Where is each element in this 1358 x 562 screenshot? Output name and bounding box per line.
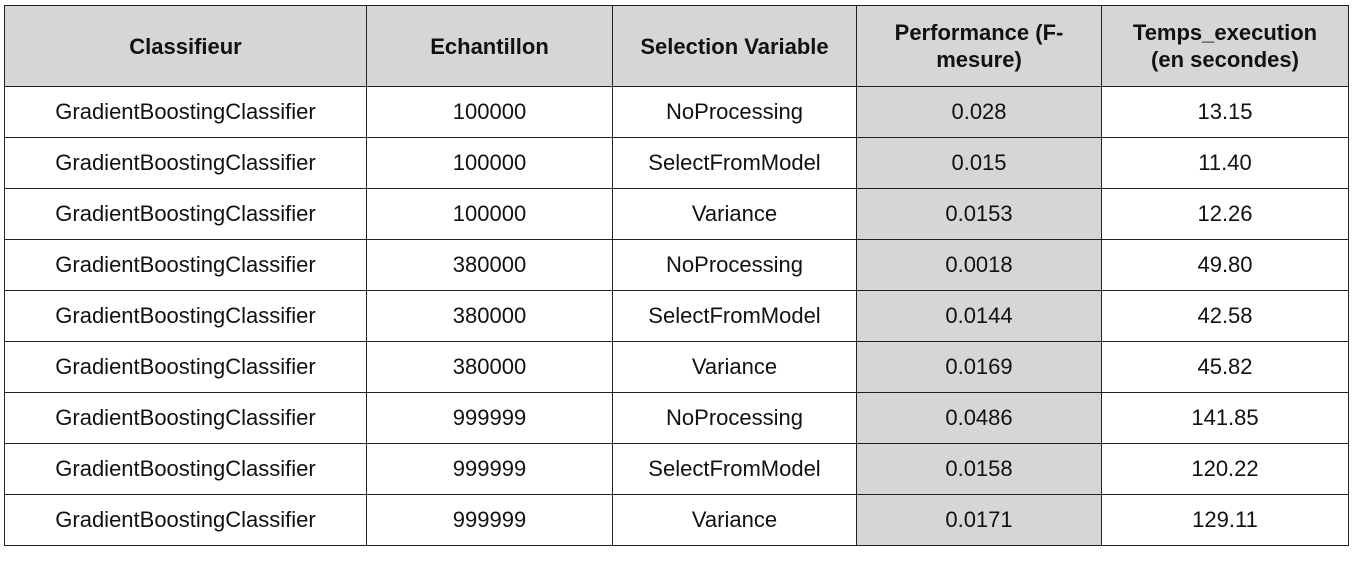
cell-classifieur: GradientBoostingClassifier [4,137,367,189]
table-body: GradientBoostingClassifier 100000 NoProces… [4,86,1349,546]
cell-echantillon: 999999 [366,443,613,495]
cell-selection-variable: SelectFromModel [612,443,857,495]
cell-temps-execution: 12.26 [1101,188,1349,240]
cell-temps-execution: 45.82 [1101,341,1349,393]
header-performance: Performance (F- mesure) [856,5,1102,87]
cell-temps-execution: 11.40 [1101,137,1349,189]
cell-temps-execution: 129.11 [1101,494,1349,546]
table-row: GradientBoostingClassifier 999999 NoProces… [4,392,1349,444]
cell-echantillon: 380000 [366,341,613,393]
cell-echantillon: 999999 [366,392,613,444]
cell-temps-execution: 49.80 [1101,239,1349,291]
header-temps-execution: Temps_execution (en secondes) [1101,5,1349,87]
cell-selection-variable: Variance [612,341,857,393]
cell-temps-execution: 13.15 [1101,86,1349,138]
cell-selection-variable: Variance [612,188,857,240]
cell-selection-variable: SelectFromModel [612,137,857,189]
cell-echantillon: 100000 [366,188,613,240]
cell-performance: 0.0486 [856,392,1102,444]
cell-performance: 0.0169 [856,341,1102,393]
cell-performance: 0.0158 [856,443,1102,495]
header-row: Classifieur Echantillon Selection Variab… [4,5,1349,87]
cell-performance: 0.028 [856,86,1102,138]
table-row: GradientBoostingClassifier 380000 SelectFr… [4,290,1349,342]
cell-performance: 0.015 [856,137,1102,189]
results-table: Classifieur Echantillon Selection Variab… [4,5,1349,546]
cell-performance: 0.0171 [856,494,1102,546]
table-header: Classifieur Echantillon Selection Variab… [4,5,1349,87]
cell-echantillon: 100000 [366,86,613,138]
cell-classifieur: GradientBoostingClassifier [4,239,367,291]
table-row: GradientBoostingClassifier 100000 Variance… [4,188,1349,240]
table-row: GradientBoostingClassifier 100000 SelectFr… [4,137,1349,189]
cell-echantillon: 380000 [366,290,613,342]
cell-echantillon: 999999 [366,494,613,546]
header-echantillon: Echantillon [366,5,613,87]
table-row: GradientBoostingClassifier 999999 Variance… [4,494,1349,546]
cell-performance: 0.0153 [856,188,1102,240]
cell-classifieur: GradientBoostingClassifier [4,188,367,240]
cell-selection-variable: NoProcessing [612,392,857,444]
table-row: GradientBoostingClassifier 380000 NoProces… [4,239,1349,291]
cell-classifieur: GradientBoostingClassifier [4,443,367,495]
header-selection-variable: Selection Variable [612,5,857,87]
cell-classifieur: GradientBoostingClassifier [4,290,367,342]
table-row: GradientBoostingClassifier 100000 NoProces… [4,86,1349,138]
table-row: GradientBoostingClassifier 999999 SelectFr… [4,443,1349,495]
cell-selection-variable: NoProcessing [612,239,857,291]
cell-selection-variable: NoProcessing [612,86,857,138]
cell-selection-variable: SelectFromModel [612,290,857,342]
cell-performance: 0.0018 [856,239,1102,291]
cell-echantillon: 380000 [366,239,613,291]
cell-classifieur: GradientBoostingClassifier [4,392,367,444]
cell-classifieur: GradientBoostingClassifier [4,494,367,546]
cell-temps-execution: 120.22 [1101,443,1349,495]
cell-temps-execution: 42.58 [1101,290,1349,342]
cell-classifieur: GradientBoostingClassifier [4,341,367,393]
cell-performance: 0.0144 [856,290,1102,342]
table-row: GradientBoostingClassifier 380000 Variance… [4,341,1349,393]
cell-classifieur: GradientBoostingClassifier [4,86,367,138]
cell-echantillon: 100000 [366,137,613,189]
cell-temps-execution: 141.85 [1101,392,1349,444]
header-classifieur: Classifieur [4,5,367,87]
cell-selection-variable: Variance [612,494,857,546]
